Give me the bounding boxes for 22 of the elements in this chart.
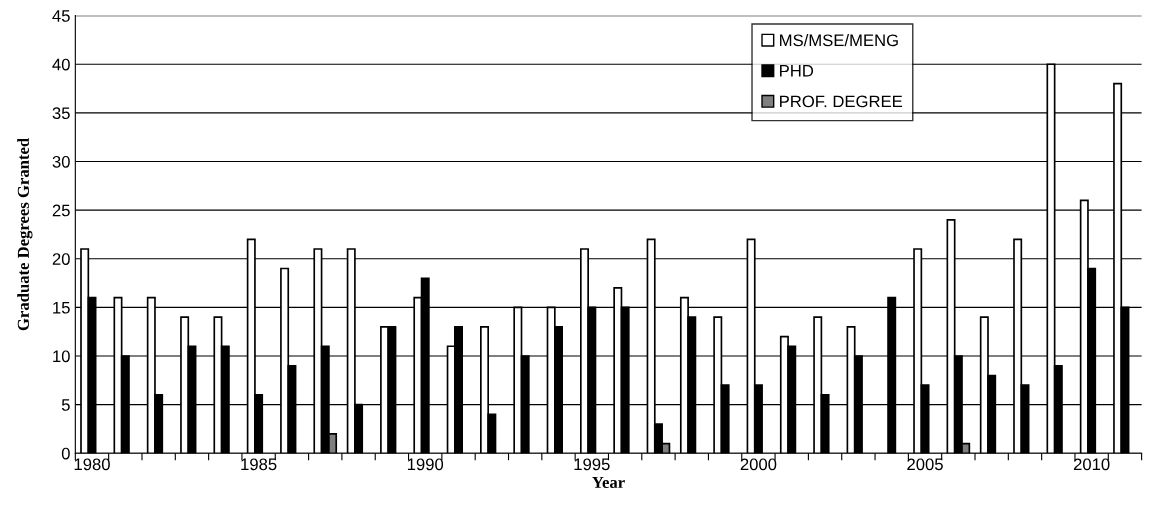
- y-tick-label: 35: [52, 107, 70, 120]
- x-tick-label: 2010: [1073, 458, 1110, 471]
- x-tick-label: 1980: [74, 458, 110, 471]
- y-tick-label: 5: [61, 399, 70, 411]
- x-tick-label: 1995: [574, 458, 610, 471]
- x-axis-title: Year: [592, 476, 625, 489]
- y-tick-label: 15: [53, 301, 70, 314]
- legend-label: PROF. DEGREE: [780, 95, 903, 108]
- y-tick-label: 45: [52, 10, 70, 22]
- y-tick-label: 40: [52, 58, 70, 71]
- y-tick-label: 25: [52, 204, 70, 217]
- y-tick-label: 20: [52, 253, 70, 265]
- y-axis-title: Graduate Degrees Granted: [17, 138, 33, 331]
- legend-label: MS/MSE/MENG: [780, 33, 898, 47]
- x-tick-label: 2000: [740, 458, 777, 471]
- x-tick-label: 1990: [407, 458, 444, 471]
- x-tick-label: 1985: [241, 458, 277, 471]
- y-tick-label: 0: [61, 447, 70, 460]
- legend-label: PHD: [780, 65, 814, 77]
- y-tick-label: 10: [53, 350, 70, 363]
- y-tick-label: 30: [52, 155, 70, 168]
- x-tick-label: 2005: [907, 458, 943, 471]
